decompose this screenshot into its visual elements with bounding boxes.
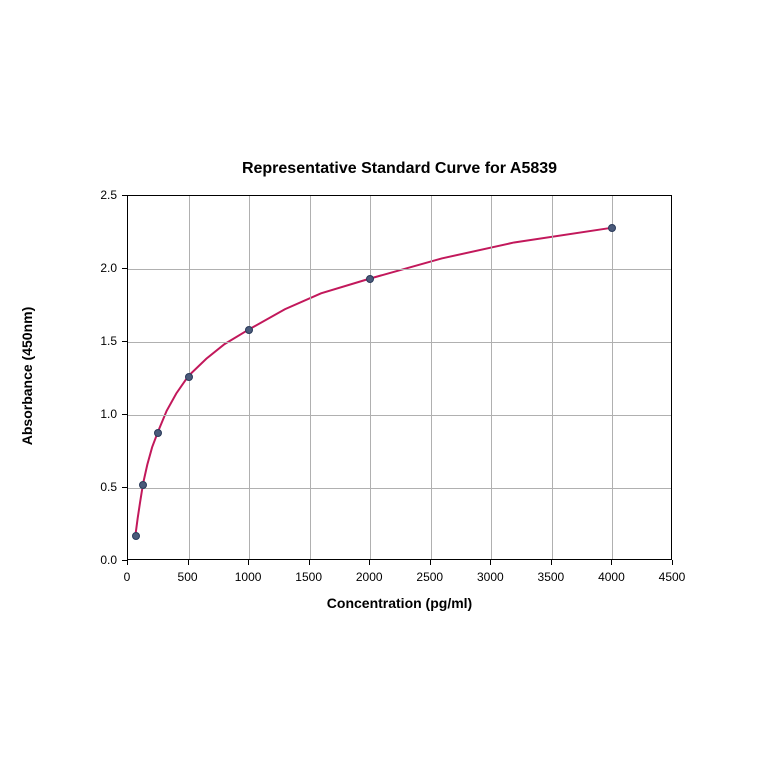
y-axis-label: Absorbance (450nm): [19, 226, 35, 526]
x-tick-label: 1000: [235, 570, 262, 584]
data-point: [366, 275, 374, 283]
data-point: [245, 326, 253, 334]
x-tick-label: 500: [178, 570, 198, 584]
tick-mark-x: [127, 560, 128, 565]
gridline-vertical: [249, 196, 250, 559]
x-tick-label: 0: [124, 570, 131, 584]
tick-mark-y: [122, 414, 127, 415]
data-point: [608, 224, 616, 232]
plot-area: [127, 195, 672, 560]
chart-container: Representative Standard Curve for A5839 …: [0, 0, 764, 764]
y-tick-label: 1.5: [92, 334, 117, 348]
data-point: [185, 373, 193, 381]
gridline-vertical: [491, 196, 492, 559]
x-tick-label: 3000: [477, 570, 504, 584]
tick-mark-x: [248, 560, 249, 565]
y-tick-label: 1.0: [92, 407, 117, 421]
y-tick-label: 2.0: [92, 261, 117, 275]
x-tick-label: 2000: [356, 570, 383, 584]
gridline-horizontal: [128, 342, 671, 343]
tick-mark-y: [122, 341, 127, 342]
data-point: [154, 429, 162, 437]
data-point: [139, 481, 147, 489]
gridline-vertical: [370, 196, 371, 559]
tick-mark-y: [122, 560, 127, 561]
x-axis-label: Concentration (pg/ml): [127, 595, 672, 611]
tick-mark-y: [122, 268, 127, 269]
y-tick-label: 0.0: [92, 553, 117, 567]
tick-mark-x: [188, 560, 189, 565]
x-tick-label: 4000: [598, 570, 625, 584]
gridline-vertical: [552, 196, 553, 559]
chart-title: Representative Standard Curve for A5839: [127, 160, 672, 178]
gridline-vertical: [310, 196, 311, 559]
y-tick-label: 2.5: [92, 188, 117, 202]
tick-mark-x: [551, 560, 552, 565]
data-point: [132, 532, 140, 540]
tick-mark-x: [490, 560, 491, 565]
tick-mark-x: [369, 560, 370, 565]
x-tick-label: 4500: [659, 570, 686, 584]
gridline-vertical: [612, 196, 613, 559]
gridline-vertical: [431, 196, 432, 559]
tick-mark-x: [611, 560, 612, 565]
curve-svg: [128, 196, 671, 559]
tick-mark-x: [309, 560, 310, 565]
gridline-horizontal: [128, 269, 671, 270]
x-tick-label: 1500: [295, 570, 322, 584]
x-tick-label: 3500: [538, 570, 565, 584]
y-tick-label: 0.5: [92, 480, 117, 494]
gridline-horizontal: [128, 488, 671, 489]
x-tick-label: 2500: [416, 570, 443, 584]
tick-mark-y: [122, 195, 127, 196]
gridline-horizontal: [128, 415, 671, 416]
tick-mark-x: [672, 560, 673, 565]
tick-mark-y: [122, 487, 127, 488]
tick-mark-x: [430, 560, 431, 565]
